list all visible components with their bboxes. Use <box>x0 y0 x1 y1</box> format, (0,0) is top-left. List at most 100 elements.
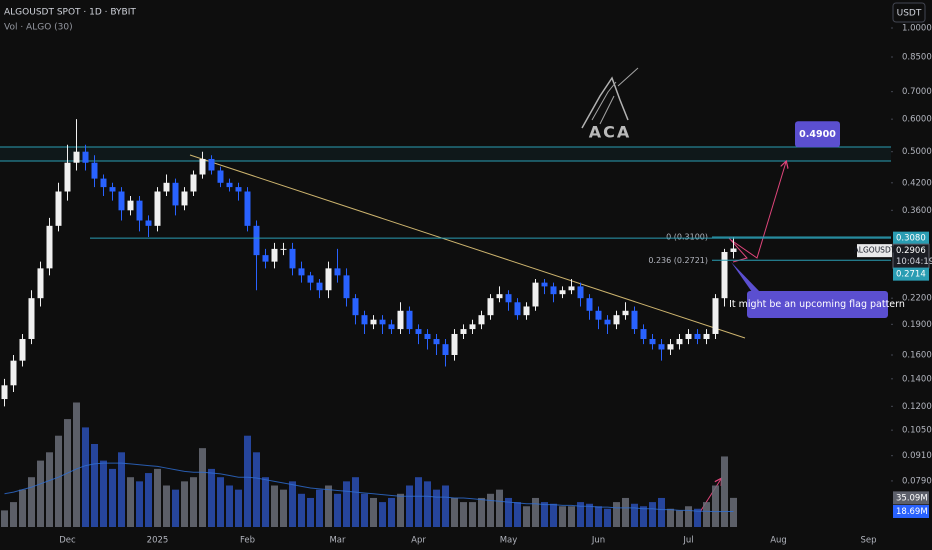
volume-bar <box>703 502 710 527</box>
volume-bar <box>343 481 350 527</box>
volume-bar <box>82 427 89 527</box>
volume-tag <box>893 491 929 505</box>
volume-line: Vol · ALGO (30) <box>4 23 73 33</box>
candle-body <box>604 319 611 325</box>
volume-bar <box>118 452 125 527</box>
candle-body <box>370 319 377 325</box>
volume-ma-line <box>4 462 734 513</box>
y-tick-label: 0.3600 <box>902 206 932 216</box>
volume-bar <box>46 452 53 527</box>
candle-body <box>523 306 530 316</box>
candle-body <box>676 339 683 345</box>
volume-bar <box>478 497 485 527</box>
watermark-logo: ACA <box>581 67 639 142</box>
candle-body <box>694 333 701 340</box>
candle-body <box>46 225 53 269</box>
volume-bar <box>217 477 224 527</box>
volume-bar <box>469 502 476 527</box>
candle-body <box>640 329 647 340</box>
currency-label[interactable]: USDT <box>897 9 922 19</box>
volume-bar <box>577 502 584 527</box>
logo-stroke <box>591 67 639 125</box>
candle-body <box>64 162 71 192</box>
candle-body <box>415 329 422 334</box>
volume-bar <box>100 460 107 527</box>
candle-body <box>514 302 521 316</box>
volume-bar <box>73 402 80 527</box>
candle-body <box>208 158 215 171</box>
volume-bar <box>127 477 134 527</box>
price-tag-label: 0.3080 <box>896 234 926 244</box>
volume-bar <box>595 506 602 527</box>
candle-body <box>595 310 602 320</box>
volume-bar <box>613 502 620 527</box>
volume-bar <box>199 448 206 527</box>
volume-bar <box>712 485 719 527</box>
volume-bar <box>10 502 17 527</box>
y-tick-label: 0.4200 <box>902 178 932 188</box>
volume-bar <box>55 435 62 527</box>
candle-body <box>658 344 665 350</box>
volume-bar <box>730 497 737 527</box>
volume-bar <box>559 506 566 527</box>
volume-bar <box>136 481 143 527</box>
candle-body <box>262 255 269 262</box>
volume-bar <box>451 497 458 527</box>
y-tick-label: 0.2200 <box>902 294 932 304</box>
volume-bar <box>415 477 422 527</box>
x-tick-label: Jul <box>682 536 693 546</box>
volume-bar <box>352 477 359 527</box>
volume-bar <box>316 489 323 527</box>
target-box <box>795 121 840 148</box>
candle-body <box>199 158 206 175</box>
candle-body <box>307 275 314 283</box>
volume-bar <box>649 502 656 527</box>
volume-bar <box>496 489 503 527</box>
candle-body <box>550 286 557 295</box>
candle-body <box>586 298 593 311</box>
volume-bar <box>307 497 314 527</box>
y-tick-label: 0.5000 <box>902 147 932 157</box>
watermark-text: ACA <box>589 123 632 142</box>
volume-bar <box>721 456 728 527</box>
price-tag <box>892 243 930 269</box>
price-tag <box>893 231 929 245</box>
y-tick-label: 0.1050 <box>902 426 932 436</box>
volume-bar <box>685 506 692 527</box>
candle-body <box>460 329 467 334</box>
trendline <box>189 154 746 339</box>
y-tick-label: 0.8500 <box>902 53 932 63</box>
volume-bar <box>19 489 26 527</box>
volume-bar <box>442 485 449 527</box>
volume-bar <box>586 503 593 527</box>
candle-body <box>388 324 395 330</box>
callout-text: It might be an upcoming flag pattern <box>729 299 905 310</box>
currency-button[interactable] <box>892 2 926 23</box>
candle-body <box>541 282 548 287</box>
candle-body <box>226 182 233 188</box>
volume-bar <box>550 503 557 527</box>
volume-bar <box>181 481 188 527</box>
candle-body <box>91 162 98 179</box>
candle-body <box>433 339 440 345</box>
candle-body <box>316 282 323 291</box>
volume-bar <box>289 481 296 527</box>
candle-body <box>118 191 125 211</box>
callout-pointer <box>731 262 760 292</box>
volume-tag <box>893 504 929 518</box>
volume-bar <box>424 481 431 527</box>
candle-body <box>334 268 341 276</box>
countdown: 10:04:19 <box>896 257 932 267</box>
candle-body <box>487 298 494 316</box>
volume-bar <box>667 508 674 527</box>
price-tag-label: 0.2714 <box>896 270 926 280</box>
candle-body <box>154 191 161 226</box>
volume-bar <box>532 497 539 527</box>
candle-body <box>244 191 251 226</box>
candle-body <box>217 170 224 183</box>
x-tick-label: Jun <box>591 536 605 546</box>
x-tick-label: Dec <box>59 536 76 546</box>
candle-body <box>271 248 278 262</box>
